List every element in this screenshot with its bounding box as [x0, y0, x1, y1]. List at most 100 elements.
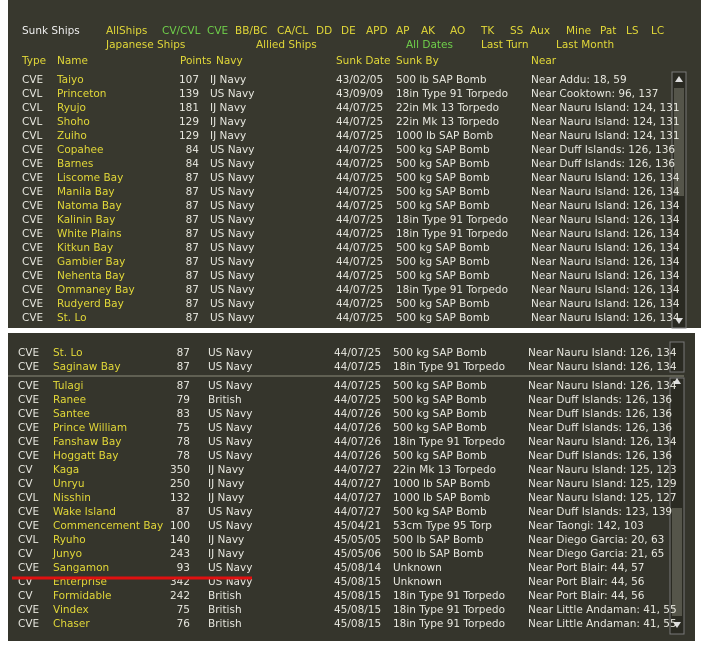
ship-name[interactable]: Sangamon: [53, 562, 109, 574]
points: 87: [186, 228, 199, 240]
ship-name[interactable]: Kaga: [53, 464, 79, 476]
ship-name[interactable]: Copahee: [57, 144, 103, 156]
ship-name[interactable]: Saginaw Bay: [53, 361, 121, 373]
ship-name[interactable]: Kitkun Bay: [57, 242, 113, 254]
points: 139: [179, 88, 199, 100]
navy: IJ Navy: [208, 534, 244, 546]
ship-name[interactable]: Shoho: [57, 116, 90, 128]
ship-name[interactable]: Nehenta Bay: [57, 270, 125, 282]
sunk-by: 18in Type 91 Torpedo: [393, 590, 505, 602]
scroll-thumb[interactable]: [674, 88, 684, 196]
ship-name[interactable]: Commencement Bay: [53, 520, 163, 532]
sunk-date: 44/07/25: [336, 144, 383, 156]
column-header[interactable]: Type: [21, 55, 46, 67]
ship-name[interactable]: Natoma Bay: [57, 200, 122, 212]
sunk-date: 45/08/15: [334, 618, 381, 630]
column-header[interactable]: Navy: [216, 55, 243, 67]
scrollbar-small[interactable]: [669, 341, 685, 373]
navy: British: [208, 590, 242, 602]
ship-name[interactable]: White Plains: [57, 228, 122, 240]
sunk-date: 45/08/15: [334, 590, 381, 602]
column-header[interactable]: Name: [57, 55, 88, 67]
filter-button[interactable]: Pat: [600, 25, 616, 37]
ship-name[interactable]: Liscome Bay: [57, 172, 123, 184]
filter-button[interactable]: AllShips: [106, 25, 147, 37]
ship-name[interactable]: Manila Bay: [57, 186, 115, 198]
ship-name[interactable]: Barnes: [57, 158, 93, 170]
column-header[interactable]: Near: [531, 55, 557, 67]
ship-name[interactable]: Zuiho: [57, 130, 87, 142]
filter-button[interactable]: BB/BC: [235, 25, 267, 37]
ship-name[interactable]: Formidable: [53, 590, 112, 602]
ship-name[interactable]: Ryujo: [57, 102, 86, 114]
ship-name[interactable]: Junyo: [52, 548, 82, 560]
location: Near Little Andaman: 41, 55: [528, 618, 677, 630]
filter-button[interactable]: All Dates: [406, 39, 453, 51]
navy: IJ Navy: [208, 548, 244, 560]
filter-button[interactable]: AP: [396, 25, 410, 37]
sunk-by: 500 kg SAP Bomb: [396, 144, 490, 156]
location: Near Nauru Island: 126, 134: [531, 312, 680, 324]
ship-name[interactable]: Santee: [53, 408, 90, 420]
navy: US Navy: [210, 186, 254, 198]
ship-name[interactable]: Kalinin Bay: [57, 214, 115, 226]
ship-name[interactable]: Wake Island: [53, 506, 116, 518]
ship-type: CVL: [22, 116, 43, 128]
navy: US Navy: [208, 347, 252, 359]
ship-name[interactable]: St. Lo: [57, 312, 87, 324]
ship-type: CVE: [22, 214, 43, 226]
ship-name[interactable]: Fanshaw Bay: [53, 436, 122, 448]
ship-name[interactable]: Chaser: [53, 618, 90, 630]
filter-button[interactable]: Japanese Ships: [105, 39, 185, 51]
points: 243: [170, 548, 190, 560]
filter-button[interactable]: LS: [626, 25, 639, 37]
column-header[interactable]: Sunk By: [396, 55, 439, 67]
column-header[interactable]: Points: [180, 55, 212, 67]
filter-button[interactable]: DE: [341, 25, 356, 37]
filter-button[interactable]: Allied Ships: [256, 39, 317, 51]
filter-button[interactable]: Last Turn: [481, 39, 528, 51]
sunk-by: 18in Type 91 Torpedo: [393, 618, 505, 630]
ship-type: CVE: [22, 144, 43, 156]
filter-button[interactable]: Aux: [530, 25, 550, 37]
ship-name[interactable]: Vindex: [53, 604, 89, 616]
ship-name[interactable]: St. Lo: [53, 347, 83, 359]
ship-name[interactable]: Nisshin: [53, 492, 91, 504]
sunk-by: 500 kg SAP Bomb: [393, 380, 487, 392]
filter-button[interactable]: CVE: [207, 25, 228, 37]
navy: US Navy: [210, 158, 254, 170]
ship-name[interactable]: Ommaney Bay: [57, 284, 135, 296]
scroll-thumb[interactable]: [672, 508, 682, 616]
ship-name[interactable]: Prince William: [53, 422, 127, 434]
filter-button[interactable]: CV/CVL: [162, 25, 201, 37]
ship-name[interactable]: Princeton: [57, 88, 106, 100]
ship-type: CVE: [22, 284, 43, 296]
filter-button[interactable]: Mine: [566, 25, 591, 37]
filter-button[interactable]: Last Month: [556, 39, 614, 51]
ship-name[interactable]: Unryu: [53, 478, 85, 490]
ship-name[interactable]: Gambier Bay: [57, 256, 125, 268]
ship-name[interactable]: Ryuho: [53, 534, 86, 546]
filter-button[interactable]: TK: [480, 25, 495, 37]
filter-button[interactable]: CA/CL: [277, 25, 308, 37]
filter-button[interactable]: SS: [510, 25, 524, 37]
sunk-by: 500 kg SAP Bomb: [396, 172, 490, 184]
filter-button[interactable]: AK: [421, 25, 436, 37]
ship-name[interactable]: Ranee: [53, 394, 86, 406]
filter-button[interactable]: DD: [316, 25, 332, 37]
ship-name[interactable]: Tulagi: [52, 380, 83, 392]
ship-name[interactable]: Hoggatt Bay: [53, 450, 119, 462]
sunk-date: 44/07/25: [334, 394, 381, 406]
ship-type: CVE: [18, 408, 39, 420]
column-header[interactable]: Sunk Date: [336, 55, 391, 67]
ship-name[interactable]: Rudyerd Bay: [57, 298, 124, 310]
sunk-by: 18in Type 91 Torpedo: [396, 88, 508, 100]
location: Near Nauru Island: 125, 123: [528, 464, 677, 476]
filter-button[interactable]: AO: [450, 25, 465, 37]
location: Near Duff Islands: 126, 136: [528, 394, 672, 406]
sunk-by: 22in Mk 13 Torpedo: [396, 116, 499, 128]
ship-name[interactable]: Taiyo: [56, 74, 84, 86]
filter-button[interactable]: LC: [651, 25, 664, 37]
filter-button[interactable]: APD: [366, 25, 388, 37]
sunk-date: 44/07/25: [336, 298, 383, 310]
